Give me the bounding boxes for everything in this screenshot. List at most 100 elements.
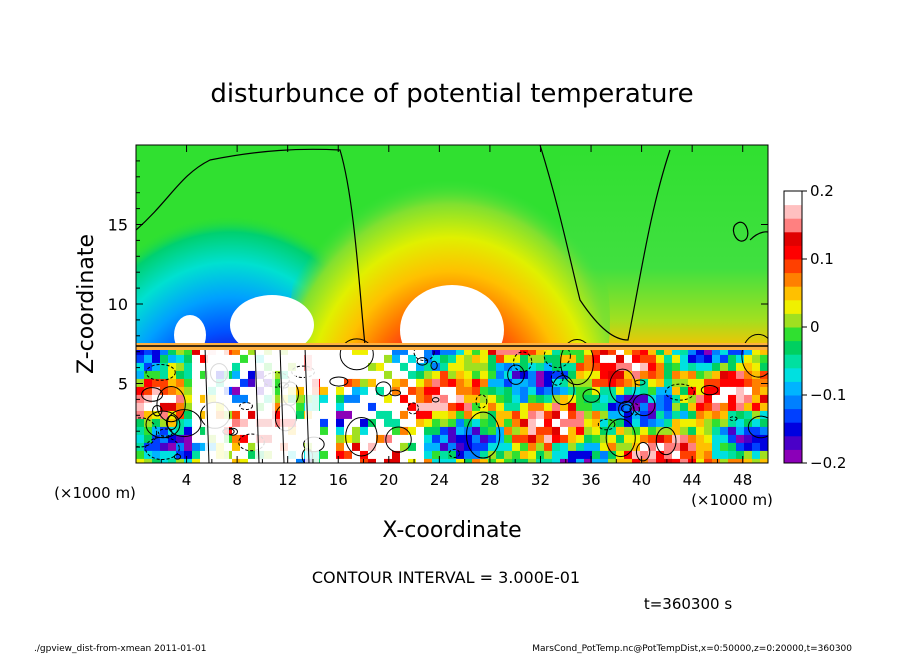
field-cell: [488, 442, 497, 452]
field-cell: [704, 370, 713, 380]
field-cell: [624, 458, 633, 463]
field-cell: [480, 370, 489, 380]
field-cell: [392, 450, 401, 460]
field-cell: [624, 426, 633, 436]
field-cell: [384, 386, 393, 396]
field-cell: [424, 346, 433, 356]
field-cell: [192, 346, 201, 356]
colorbar-segment: [784, 381, 802, 396]
field-cell: [760, 386, 768, 396]
field-cell: [528, 394, 537, 404]
field-cell: [360, 354, 369, 364]
field-cell: [352, 434, 361, 444]
field-cell: [464, 450, 473, 460]
field-cell: [744, 362, 753, 372]
field-cell: [664, 370, 673, 380]
field-cell: [336, 426, 345, 436]
field-cell: [440, 402, 449, 412]
field-cell: [424, 434, 433, 444]
field-cell: [648, 394, 657, 404]
field-cell: [568, 370, 577, 380]
field-cell: [424, 386, 433, 396]
field-cell: [696, 450, 705, 460]
field-cell: [584, 378, 593, 388]
field-cell: [272, 354, 281, 364]
field-cell: [336, 458, 345, 463]
field-cell: [680, 458, 689, 463]
field-cell: [328, 402, 337, 412]
field-cell: [480, 434, 489, 444]
field-cell: [320, 346, 329, 356]
field-cell: [704, 426, 713, 436]
field-cell: [384, 362, 393, 372]
field-cell: [432, 434, 441, 444]
field-cell: [696, 442, 705, 452]
field-cell: [528, 434, 537, 444]
field-cell: [680, 370, 689, 380]
field-cell: [240, 354, 249, 364]
field-cell: [560, 418, 569, 428]
field-cell: [560, 386, 569, 396]
field-cell: [352, 354, 361, 364]
field-cell: [448, 354, 457, 364]
plume: [205, 346, 229, 463]
field-cell: [736, 458, 745, 463]
field-cell: [752, 434, 761, 444]
field-cell: [272, 458, 281, 463]
contour-line: [605, 418, 636, 458]
field-cell: [560, 458, 569, 463]
field-cell: [496, 370, 505, 380]
field-cell: [728, 402, 737, 412]
field-cell: [416, 394, 425, 404]
field-cell: [408, 434, 417, 444]
colorbar-segment: [784, 299, 802, 314]
field-cell: [384, 394, 393, 404]
field-cell: [328, 346, 337, 356]
field-cell: [744, 346, 753, 356]
field-cell: [632, 434, 641, 444]
field-cell: [336, 394, 345, 404]
field-cell: [384, 434, 393, 444]
field-cell: [752, 386, 761, 396]
field-cell: [608, 418, 617, 428]
field-cell: [336, 386, 345, 396]
field-cell: [608, 354, 617, 364]
field-cell: [344, 410, 353, 420]
contour-line: [448, 448, 461, 459]
field-cell: [272, 426, 281, 436]
field-cell: [600, 450, 609, 460]
field-cell: [456, 386, 465, 396]
field-cell: [184, 346, 193, 356]
field-cell: [608, 450, 617, 460]
field-cell: [200, 362, 209, 372]
field-cell: [240, 394, 249, 404]
field-cell: [760, 370, 768, 380]
field-cell: [448, 434, 457, 444]
field-cell: [456, 378, 465, 388]
field-cell: [160, 378, 169, 388]
field-cell: [672, 346, 681, 356]
field-cell: [400, 362, 409, 372]
field-cell: [144, 434, 153, 444]
plot-area: [136, 145, 768, 463]
field-cell: [648, 418, 657, 428]
field-cell: [584, 370, 593, 380]
field-cell: [720, 426, 729, 436]
field-cell: [512, 458, 521, 463]
field-cell: [152, 458, 161, 463]
field-cell: [456, 442, 465, 452]
field-cell: [232, 386, 241, 396]
field-cell: [376, 402, 385, 412]
field-cell: [160, 394, 169, 404]
field-cell: [448, 458, 457, 463]
field-cell: [688, 386, 697, 396]
field-cell: [624, 370, 633, 380]
field-cell: [456, 394, 465, 404]
field-cell: [504, 394, 513, 404]
field-cell: [176, 434, 185, 444]
field-cell: [648, 362, 657, 372]
field-cell: [152, 442, 161, 452]
field-cell: [552, 450, 561, 460]
field-cell: [392, 458, 401, 463]
field-cell: [296, 418, 305, 428]
